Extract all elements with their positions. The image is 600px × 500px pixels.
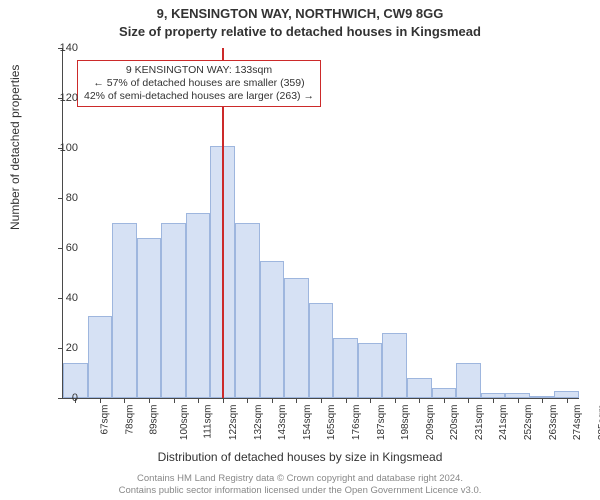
x-tick-label: 78sqm (124, 405, 135, 435)
x-axis-label: Distribution of detached houses by size … (0, 450, 600, 464)
histogram-bar (284, 278, 309, 398)
x-tick (370, 398, 371, 403)
x-tick-label: 100sqm (179, 405, 190, 441)
x-tick (124, 398, 125, 403)
x-tick-label: 209sqm (425, 405, 436, 441)
histogram-bar (235, 223, 260, 398)
y-tick-label: 100 (48, 142, 78, 154)
chart-title-line2: Size of property relative to detached ho… (0, 24, 600, 39)
x-tick (198, 398, 199, 403)
histogram-bar (260, 261, 285, 399)
annotation-line: 9 KENSINGTON WAY: 133sqm (84, 64, 314, 77)
annotation-line: ← 57% of detached houses are smaller (35… (84, 77, 314, 90)
x-tick-label: 198sqm (400, 405, 411, 441)
y-tick-label: 40 (48, 292, 78, 304)
x-tick (321, 398, 322, 403)
x-tick-label: 263sqm (548, 405, 559, 441)
annotation-line: 42% of semi-detached houses are larger (… (84, 90, 314, 103)
y-axis-label: Number of detached properties (8, 65, 22, 230)
x-tick (174, 398, 175, 403)
x-tick-label: 122sqm (228, 405, 239, 441)
x-tick-label: 231sqm (474, 405, 485, 441)
x-tick (247, 398, 248, 403)
x-tick-label: 132sqm (253, 405, 264, 441)
histogram-bar (309, 303, 334, 398)
y-tick-label: 20 (48, 342, 78, 354)
histogram-bar (161, 223, 186, 398)
x-tick-label: 143sqm (277, 405, 288, 441)
x-tick-label: 154sqm (302, 405, 313, 441)
plot-area: 67sqm78sqm89sqm100sqm111sqm122sqm132sqm1… (62, 48, 579, 399)
x-tick-label: 111sqm (202, 405, 213, 439)
x-tick (100, 398, 101, 403)
x-tick (419, 398, 420, 403)
x-tick-label: 220sqm (449, 405, 460, 441)
footer-line1: Contains HM Land Registry data © Crown c… (0, 473, 600, 484)
histogram-bar (137, 238, 162, 398)
y-tick-label: 120 (48, 92, 78, 104)
x-tick (346, 398, 347, 403)
x-tick (149, 398, 150, 403)
histogram-bar (456, 363, 481, 398)
x-tick-label: 165sqm (327, 405, 338, 441)
x-tick-label: 241sqm (499, 405, 510, 441)
x-tick (444, 398, 445, 403)
footer-line2: Contains public sector information licen… (0, 485, 600, 496)
x-tick-label: 176sqm (351, 405, 362, 441)
annotation-box: 9 KENSINGTON WAY: 133sqm← 57% of detache… (77, 60, 321, 107)
histogram-bar (333, 338, 358, 398)
x-tick-label: 252sqm (523, 405, 534, 441)
x-tick-label: 67sqm (100, 405, 111, 435)
x-tick (296, 398, 297, 403)
y-tick-label: 60 (48, 242, 78, 254)
y-tick-label: 140 (48, 42, 78, 54)
chart-container: 9, KENSINGTON WAY, NORTHWICH, CW9 8GG Si… (0, 0, 600, 500)
histogram-bar (112, 223, 137, 398)
x-tick (272, 398, 273, 403)
histogram-bar (432, 388, 457, 398)
histogram-bar (88, 316, 113, 399)
x-tick-label: 274sqm (572, 405, 583, 441)
histogram-bar (358, 343, 383, 398)
histogram-bar (554, 391, 579, 399)
x-tick (518, 398, 519, 403)
x-tick (468, 398, 469, 403)
x-tick (567, 398, 568, 403)
histogram-bar (186, 213, 211, 398)
x-tick (542, 398, 543, 403)
chart-title-line1: 9, KENSINGTON WAY, NORTHWICH, CW9 8GG (0, 6, 600, 21)
x-tick (223, 398, 224, 403)
y-tick-label: 80 (48, 192, 78, 204)
histogram-bar (407, 378, 432, 398)
x-tick (395, 398, 396, 403)
x-tick-label: 89sqm (149, 405, 160, 435)
x-tick-label: 187sqm (376, 405, 387, 441)
histogram-bar (382, 333, 407, 398)
x-tick (493, 398, 494, 403)
y-tick-label: 0 (48, 392, 78, 404)
